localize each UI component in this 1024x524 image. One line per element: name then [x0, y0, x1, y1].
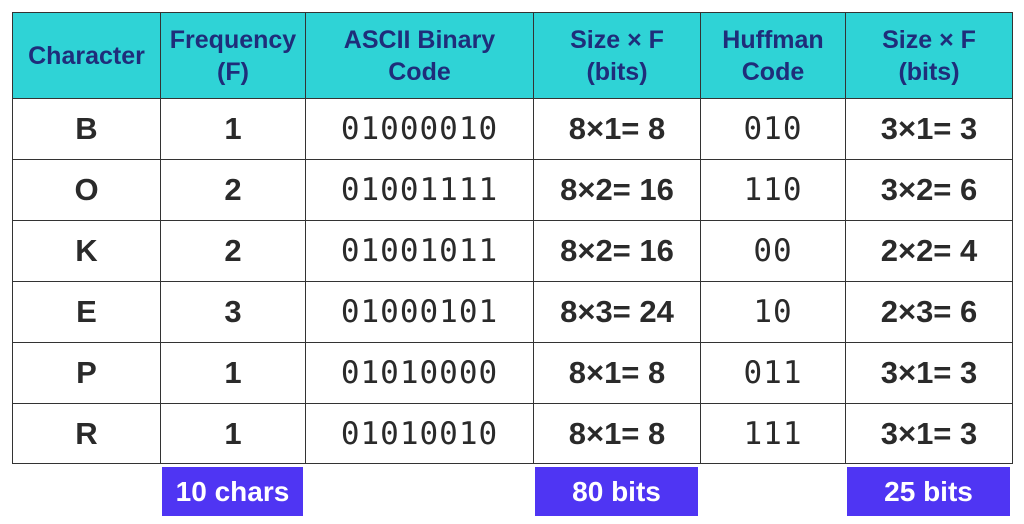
table-cell: 2 [160, 220, 306, 282]
header-text: Character [28, 41, 145, 70]
table-cell: O [12, 159, 161, 221]
total-badge: 25 bits [847, 467, 1010, 516]
table-cell: 8×1= 8 [533, 342, 701, 404]
table-cell: R [12, 403, 161, 464]
table-cell: 01010010 [305, 403, 534, 464]
header-text: (bits) [586, 57, 648, 86]
table-cell: 110 [700, 159, 846, 221]
header-text: Frequency [169, 25, 297, 54]
table-cell: 3×1= 3 [845, 98, 1013, 160]
table-cell: 8×2= 16 [533, 159, 701, 221]
header-text: (F) [217, 57, 249, 86]
table-cell: 1 [160, 342, 306, 404]
table-cell: 1 [160, 98, 306, 160]
header-cell: Frequency (F) [160, 12, 306, 99]
table-cell: 3×1= 3 [845, 403, 1013, 464]
table-cell: 2×3= 6 [845, 281, 1013, 343]
table-cell: B [12, 98, 161, 160]
header-text: (bits) [898, 57, 960, 86]
table-cell: E [12, 281, 161, 343]
total-badge: 10 chars [162, 467, 303, 516]
header-text: Size × F [570, 25, 664, 54]
total-badge: 80 bits [535, 467, 698, 516]
header-text: Code [388, 57, 451, 86]
header-text: ASCII Binary [343, 25, 496, 54]
table-cell: 111 [700, 403, 846, 464]
table-cell: 01001011 [305, 220, 534, 282]
table-cell: 3×2= 6 [845, 159, 1013, 221]
table-cell: 2 [160, 159, 306, 221]
header-cell: Character [12, 12, 161, 99]
table-cell: 2×2= 4 [845, 220, 1013, 282]
table-cell: 010 [700, 98, 846, 160]
header-cell: ASCII Binary Code [305, 12, 534, 99]
header-cell: Size × F (bits) [845, 12, 1013, 99]
table-cell: 01000010 [305, 98, 534, 160]
header-text: Huffman [722, 25, 824, 54]
table-cell: 01000101 [305, 281, 534, 343]
header-text: Code [741, 57, 805, 86]
table-cell: 8×1= 8 [533, 98, 701, 160]
header-cell: Huffman Code [700, 12, 846, 99]
table-cell: 3×1= 3 [845, 342, 1013, 404]
table-cell: 01001111 [305, 159, 534, 221]
table-cell: 00 [700, 220, 846, 282]
table-cell: 1 [160, 403, 306, 464]
header-cell: Size × F (bits) [533, 12, 701, 99]
table-cell: 011 [700, 342, 846, 404]
table-cell: 8×3= 24 [533, 281, 701, 343]
table-cell: 8×2= 16 [533, 220, 701, 282]
table-cell: K [12, 220, 161, 282]
header-text: Size × F [882, 25, 976, 54]
table-cell: P [12, 342, 161, 404]
table-cell: 8×1= 8 [533, 403, 701, 464]
table-cell: 01010000 [305, 342, 534, 404]
table-cell: 3 [160, 281, 306, 343]
table-cell: 10 [700, 281, 846, 343]
